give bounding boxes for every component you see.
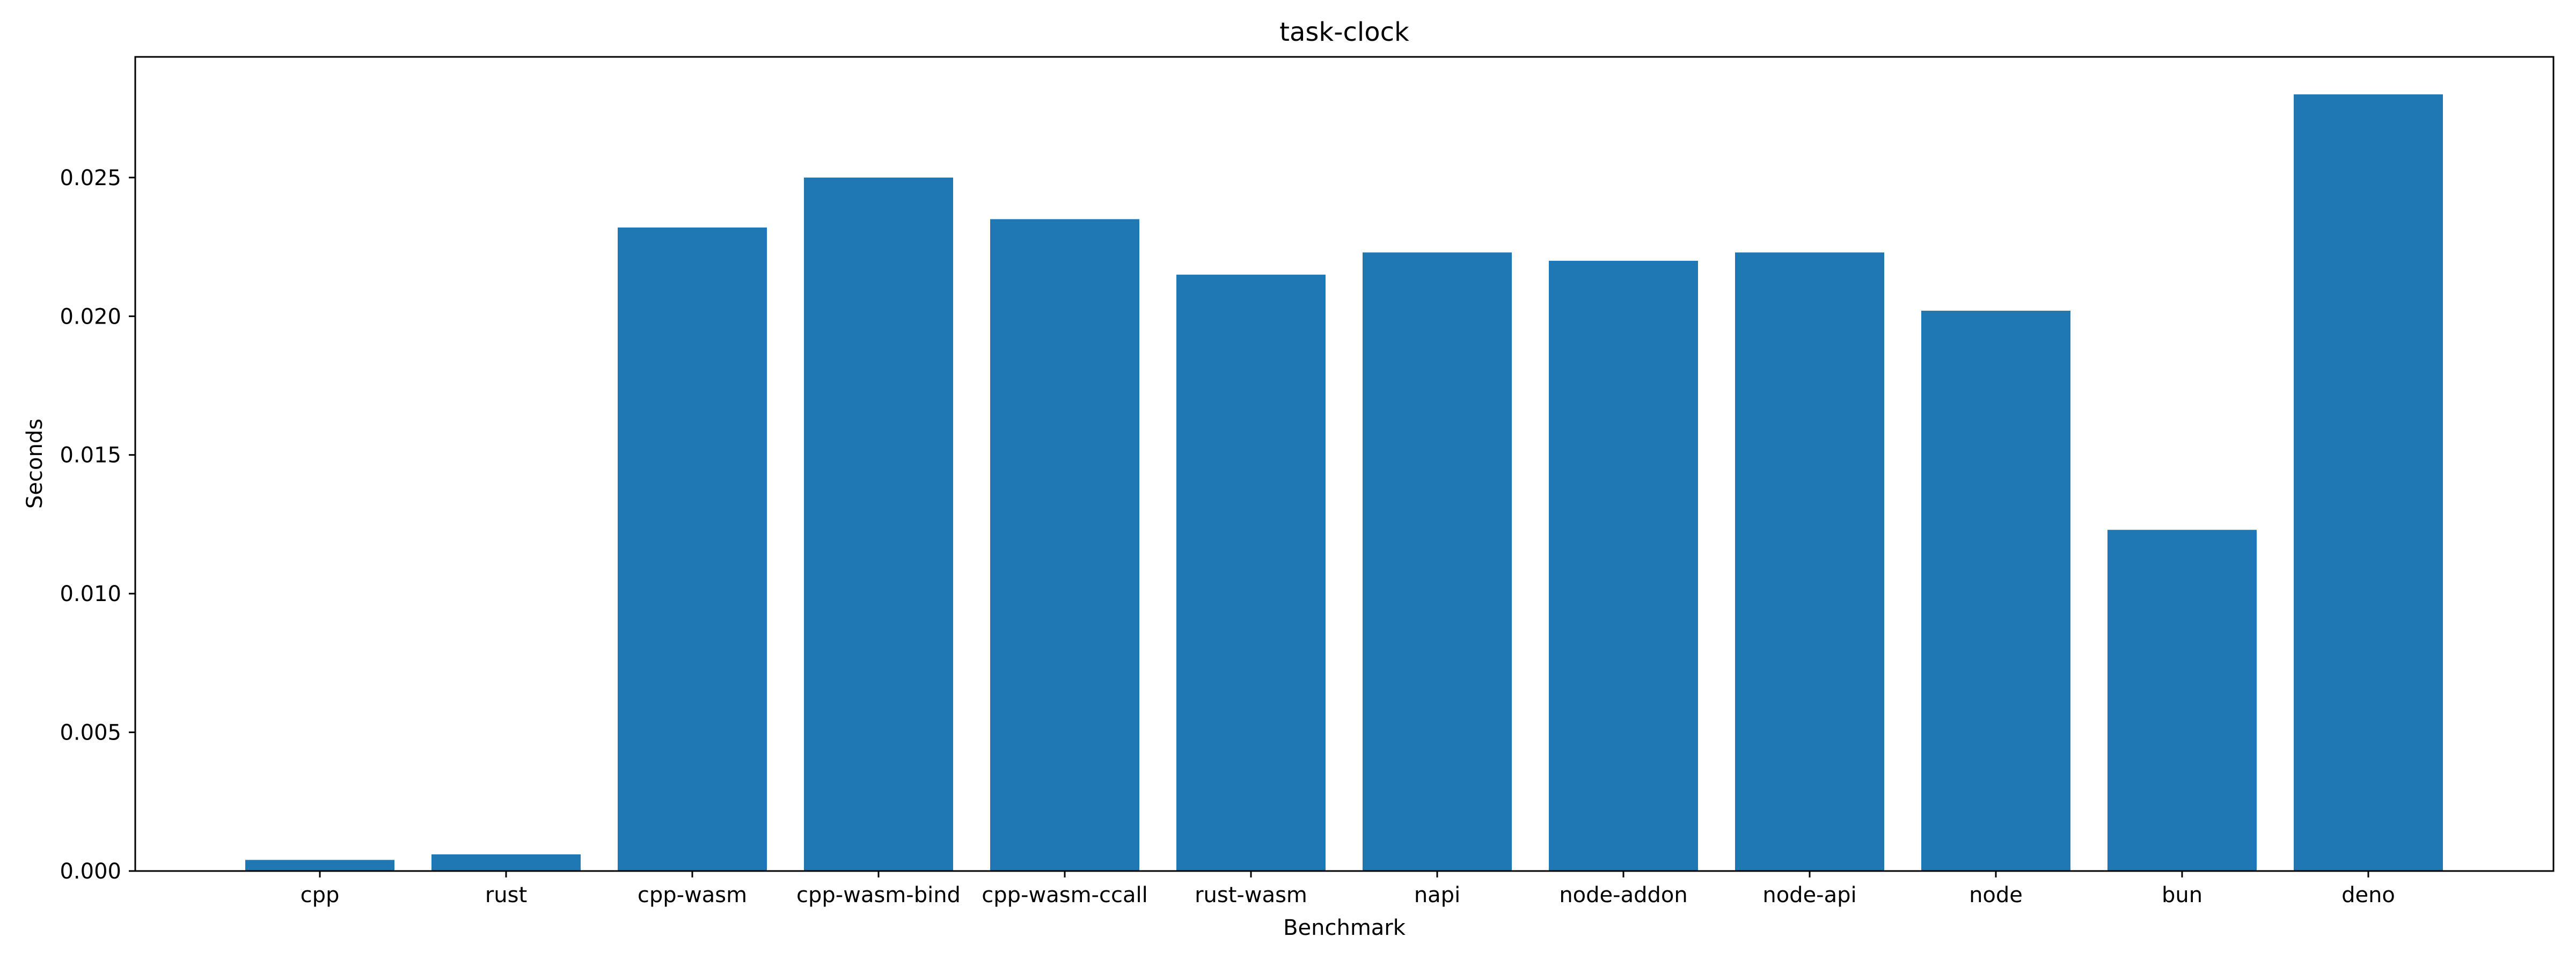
x-tick-label: cpp-wasm — [638, 883, 747, 908]
y-axis-ticks: 0.000 0.005 0.010 0.015 0.020 0.025 — [60, 166, 135, 884]
bar-napi — [1363, 252, 1512, 871]
x-tick-label: rust — [485, 883, 527, 908]
bar-node — [1921, 310, 2070, 871]
bar-cpp-wasm — [618, 227, 767, 872]
y-tick-label: 0.015 — [60, 443, 121, 468]
y-tick-label: 0.010 — [60, 582, 121, 606]
y-tick-label: 0.025 — [60, 166, 121, 191]
bars-layer — [245, 94, 2443, 872]
y-tick-label: 0.000 — [60, 859, 121, 884]
x-tick-label: node-addon — [1559, 883, 1687, 908]
x-tick-label: cpp-wasm-bind — [796, 883, 961, 908]
bar-bun — [2107, 530, 2257, 871]
y-tick-label: 0.020 — [60, 304, 121, 329]
x-tick-label: node — [1969, 883, 2023, 908]
bar-cpp — [245, 860, 394, 871]
chart-title: task-clock — [1279, 17, 1409, 47]
bar-deno — [2294, 94, 2443, 871]
y-axis-label: Seconds — [23, 419, 47, 509]
bar-rust — [431, 854, 581, 871]
bar-node-api — [1735, 252, 1884, 871]
plot-area-frame — [134, 56, 2555, 872]
bar-node-addon — [1549, 260, 1698, 871]
x-tick-label: napi — [1414, 883, 1460, 908]
x-axis-ticks: cpp rust cpp-wasm cpp-wasm-bind cpp-wasm-cca… — [301, 871, 2395, 908]
x-axis-label: Benchmark — [1283, 916, 1406, 940]
y-tick-label: 0.005 — [60, 721, 121, 745]
x-tick-label: cpp — [301, 883, 340, 908]
x-tick-label: node-api — [1762, 883, 1856, 908]
x-tick-label: bun — [2162, 883, 2202, 908]
x-tick-label: deno — [2341, 883, 2395, 908]
bar-rust-wasm — [1176, 274, 1326, 871]
bar-cpp-wasm-bind — [804, 177, 953, 872]
bar-cpp-wasm-ccall — [990, 219, 1139, 872]
x-tick-label: cpp-wasm-ccall — [982, 883, 1147, 908]
x-tick-label: rust-wasm — [1195, 883, 1307, 908]
